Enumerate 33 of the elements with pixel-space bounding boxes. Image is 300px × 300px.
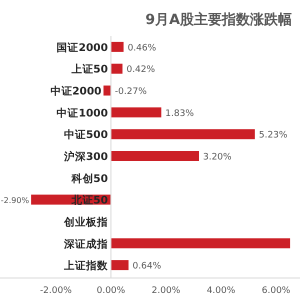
x-tick-label: -2.00% <box>40 286 72 296</box>
bar <box>110 42 124 52</box>
y-tick-label: 科创50 <box>70 172 108 185</box>
bar <box>110 151 199 161</box>
y-tick-label: 国证2000 <box>56 40 108 54</box>
bar <box>103 86 111 96</box>
x-tick-label: 6.00% <box>262 286 291 296</box>
y-tick-label: 上证指数 <box>62 259 109 272</box>
x-tick-label: 4.00% <box>206 286 236 296</box>
data-label: 3.20% <box>202 152 232 162</box>
y-tick-label: 北证50 <box>70 194 108 207</box>
data-label: 1.83% <box>165 108 194 119</box>
chart-title: 9月A股主要指数涨跌幅 <box>145 11 292 28</box>
y-tick-label: 深证成指 <box>62 237 108 250</box>
x-tick-label: 2.00% <box>152 286 181 296</box>
y-tick-label: 中证2000 <box>50 84 102 98</box>
y-tick-label: 中证1000 <box>56 106 108 120</box>
y-tick-label: 中证500 <box>64 128 108 142</box>
data-label: 5.23% <box>258 130 288 141</box>
bar <box>110 260 129 270</box>
bar <box>110 129 255 140</box>
bar <box>110 64 122 74</box>
y-tick-label: 创业板指 <box>62 215 108 228</box>
data-label: 0.64% <box>132 262 162 272</box>
y-tick-label: 上证50 <box>70 62 108 76</box>
data-label: -0.27% <box>114 87 148 98</box>
x-tick-label: 0.00% <box>96 286 126 296</box>
data-label: 0.42% <box>126 65 156 76</box>
bar <box>110 238 290 248</box>
data-label: 0.46% <box>128 43 157 54</box>
y-tick-label: 沪深300 <box>62 150 108 163</box>
bar <box>110 107 162 118</box>
data-label: -2.90% <box>0 196 30 206</box>
